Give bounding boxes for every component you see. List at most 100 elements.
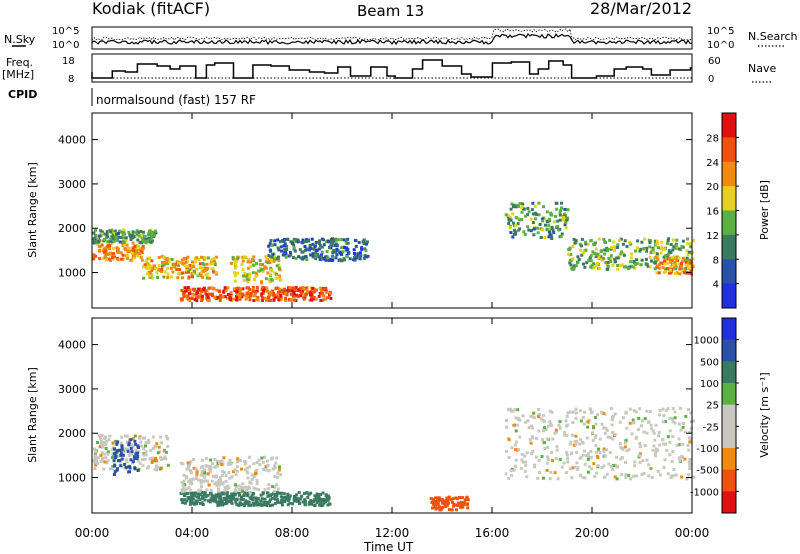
power-cell <box>258 266 262 270</box>
power-cell <box>261 269 265 273</box>
power-cell <box>685 256 689 260</box>
velocity-cell <box>685 477 689 481</box>
velocity-cell <box>220 474 224 477</box>
velocity-cell <box>578 442 582 446</box>
power-cell <box>299 286 303 290</box>
power-cell <box>319 298 323 302</box>
velocity-cell <box>157 445 161 449</box>
power-cell <box>153 229 157 233</box>
velocity-cell <box>242 494 246 498</box>
power-cell <box>141 239 145 243</box>
noise-right-tick-top: 10^5 <box>707 26 734 37</box>
velocity-cell <box>637 416 641 420</box>
power-cell <box>537 201 541 205</box>
velocity-cell <box>315 495 319 499</box>
power-cell <box>518 227 522 231</box>
power-cell <box>284 296 288 300</box>
power-cell <box>282 239 286 243</box>
velocity-cell <box>95 456 99 460</box>
power-cell <box>231 255 235 259</box>
power-cell <box>147 239 151 243</box>
colorbar-tick-label: -25 <box>703 422 719 433</box>
velocity-cell <box>138 461 142 465</box>
velocity-cell <box>237 487 241 491</box>
power-cell <box>678 262 682 266</box>
power-cell <box>236 271 239 275</box>
velocity-cell <box>189 491 193 495</box>
power-cell <box>283 248 287 252</box>
velocity-cell <box>274 461 278 465</box>
power-cell <box>142 265 146 269</box>
power-cell <box>150 259 154 263</box>
power-cell <box>292 294 296 298</box>
velocity-cell <box>216 494 220 498</box>
power-cell <box>568 259 572 263</box>
power-cell <box>236 286 240 290</box>
power-cell <box>567 252 571 256</box>
power-cell <box>660 240 664 244</box>
power-cell <box>611 263 615 267</box>
power-cell <box>251 271 255 275</box>
velocity-cell <box>154 464 158 468</box>
velocity-cell <box>537 458 541 462</box>
power-cell <box>106 244 110 248</box>
nsky-label: N.Sky <box>4 33 36 46</box>
power-cell <box>324 258 328 262</box>
power-cell <box>182 295 186 299</box>
power-cell <box>673 260 676 264</box>
power-cell <box>118 229 121 233</box>
power-cell <box>674 244 678 248</box>
velocity-cell <box>597 447 601 451</box>
velocity-cell <box>680 475 684 479</box>
velocity-cell <box>288 494 292 498</box>
velocity-cell <box>208 468 212 472</box>
power-cell <box>540 217 544 221</box>
velocity-band <box>112 438 140 476</box>
power-cell <box>655 239 659 243</box>
velocity-cell <box>548 419 552 423</box>
power-cell <box>101 249 105 253</box>
velocity-cell <box>266 459 269 463</box>
velocity-cell <box>574 442 578 446</box>
velocity-cell <box>327 502 331 506</box>
power-cell <box>577 258 581 262</box>
power-cell <box>186 286 190 289</box>
power-cell <box>606 247 610 251</box>
velocity-cell <box>558 426 562 430</box>
power-cell <box>136 254 140 258</box>
velocity-cell <box>507 456 511 459</box>
power-cell <box>141 245 145 249</box>
velocity-cell <box>533 465 536 469</box>
velocity-cell <box>319 497 323 501</box>
power-cell <box>342 238 346 242</box>
velocity-cell <box>111 452 115 456</box>
velocity-cell <box>99 442 103 446</box>
power-cell <box>166 266 170 270</box>
power-cell <box>143 263 147 267</box>
power-cell <box>364 242 368 246</box>
power-cell <box>200 271 204 275</box>
velocity-cell <box>537 408 540 411</box>
velocity-cell <box>525 451 529 455</box>
power-cell <box>239 292 243 296</box>
power-cell <box>616 267 620 271</box>
noise-series <box>91 28 693 46</box>
power-cell <box>305 238 309 242</box>
power-cell <box>344 240 348 244</box>
velocity-cell <box>205 488 209 492</box>
power-cell <box>530 208 534 212</box>
velocity-cell <box>565 453 569 457</box>
power-cell <box>529 229 533 233</box>
velocity-cell <box>688 462 692 466</box>
velocity-cell <box>143 436 146 440</box>
velocity-cell <box>530 435 534 439</box>
velocity-cell <box>133 467 137 471</box>
power-cell <box>301 238 305 242</box>
velocity-cell <box>652 431 656 435</box>
velocity-cell <box>254 472 257 476</box>
velocity-cell <box>194 502 198 506</box>
velocity-cell <box>135 451 139 455</box>
power-cell <box>548 229 551 233</box>
y-tick-label: 4000 <box>58 134 86 147</box>
